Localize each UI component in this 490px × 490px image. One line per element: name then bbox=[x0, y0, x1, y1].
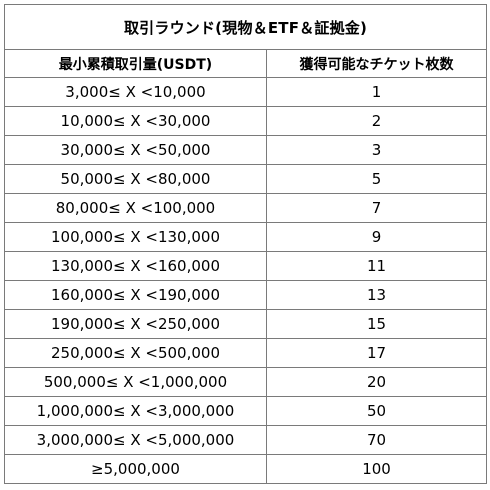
range-cell: 250,000≤ X <500,000 bbox=[4, 338, 267, 368]
table-row: 160,000≤ X <190,000 13 bbox=[4, 280, 488, 310]
header-volume: 最小累積取引量(USDT) bbox=[4, 49, 267, 78]
table-row: 50,000≤ X <80,000 5 bbox=[4, 164, 488, 194]
table-row: 3,000,000≤ X <5,000,000 70 bbox=[4, 425, 488, 455]
range-cell: 10,000≤ X <30,000 bbox=[4, 106, 267, 136]
table-row: 130,000≤ X <160,000 11 bbox=[4, 251, 488, 281]
tickets-cell: 2 bbox=[265, 106, 488, 136]
table-row: 100,000≤ X <130,000 9 bbox=[4, 222, 488, 252]
table-row: 30,000≤ X <50,000 3 bbox=[4, 135, 488, 165]
ticket-table: 取引ラウンド(現物＆ETF＆証拠金) 最小累積取引量(USDT) 獲得可能なチケ… bbox=[3, 4, 488, 484]
range-cell: ≥5,000,000 bbox=[4, 454, 267, 484]
table-row: ≥5,000,000 100 bbox=[4, 454, 488, 484]
tickets-cell: 17 bbox=[265, 338, 488, 368]
table-row: 10,000≤ X <30,000 2 bbox=[4, 106, 488, 136]
table-row: 190,000≤ X <250,000 15 bbox=[4, 309, 488, 339]
tickets-cell: 9 bbox=[265, 222, 488, 252]
tickets-cell: 7 bbox=[265, 193, 488, 223]
tickets-cell: 70 bbox=[265, 425, 488, 455]
range-cell: 80,000≤ X <100,000 bbox=[4, 193, 267, 223]
tickets-cell: 100 bbox=[265, 454, 488, 484]
range-cell: 3,000≤ X <10,000 bbox=[4, 77, 267, 107]
range-cell: 100,000≤ X <130,000 bbox=[4, 222, 267, 252]
tickets-cell: 13 bbox=[265, 280, 488, 310]
range-cell: 1,000,000≤ X <3,000,000 bbox=[4, 396, 267, 426]
title-row: 取引ラウンド(現物＆ETF＆証拠金) bbox=[3, 4, 488, 50]
range-cell: 3,000,000≤ X <5,000,000 bbox=[4, 425, 267, 455]
tickets-cell: 1 bbox=[265, 77, 488, 107]
table-title: 取引ラウンド(現物＆ETF＆証拠金) bbox=[3, 4, 488, 50]
tickets-cell: 15 bbox=[265, 309, 488, 339]
range-cell: 500,000≤ X <1,000,000 bbox=[4, 367, 267, 397]
tickets-cell: 50 bbox=[265, 396, 488, 426]
range-cell: 190,000≤ X <250,000 bbox=[4, 309, 267, 339]
range-cell: 30,000≤ X <50,000 bbox=[4, 135, 267, 165]
table-row: 80,000≤ X <100,000 7 bbox=[4, 193, 488, 223]
range-cell: 130,000≤ X <160,000 bbox=[4, 251, 267, 281]
table-row: 1,000,000≤ X <3,000,000 50 bbox=[4, 396, 488, 426]
range-cell: 50,000≤ X <80,000 bbox=[4, 164, 267, 194]
tickets-cell: 5 bbox=[265, 164, 488, 194]
table-row: 250,000≤ X <500,000 17 bbox=[4, 338, 488, 368]
tickets-cell: 11 bbox=[265, 251, 488, 281]
table-row: 3,000≤ X <10,000 1 bbox=[4, 77, 488, 107]
range-cell: 160,000≤ X <190,000 bbox=[4, 280, 267, 310]
tickets-cell: 20 bbox=[265, 367, 488, 397]
header-row: 最小累積取引量(USDT) 獲得可能なチケット枚数 bbox=[4, 49, 488, 78]
header-tickets: 獲得可能なチケット枚数 bbox=[265, 49, 488, 78]
tickets-cell: 3 bbox=[265, 135, 488, 165]
table-row: 500,000≤ X <1,000,000 20 bbox=[4, 367, 488, 397]
